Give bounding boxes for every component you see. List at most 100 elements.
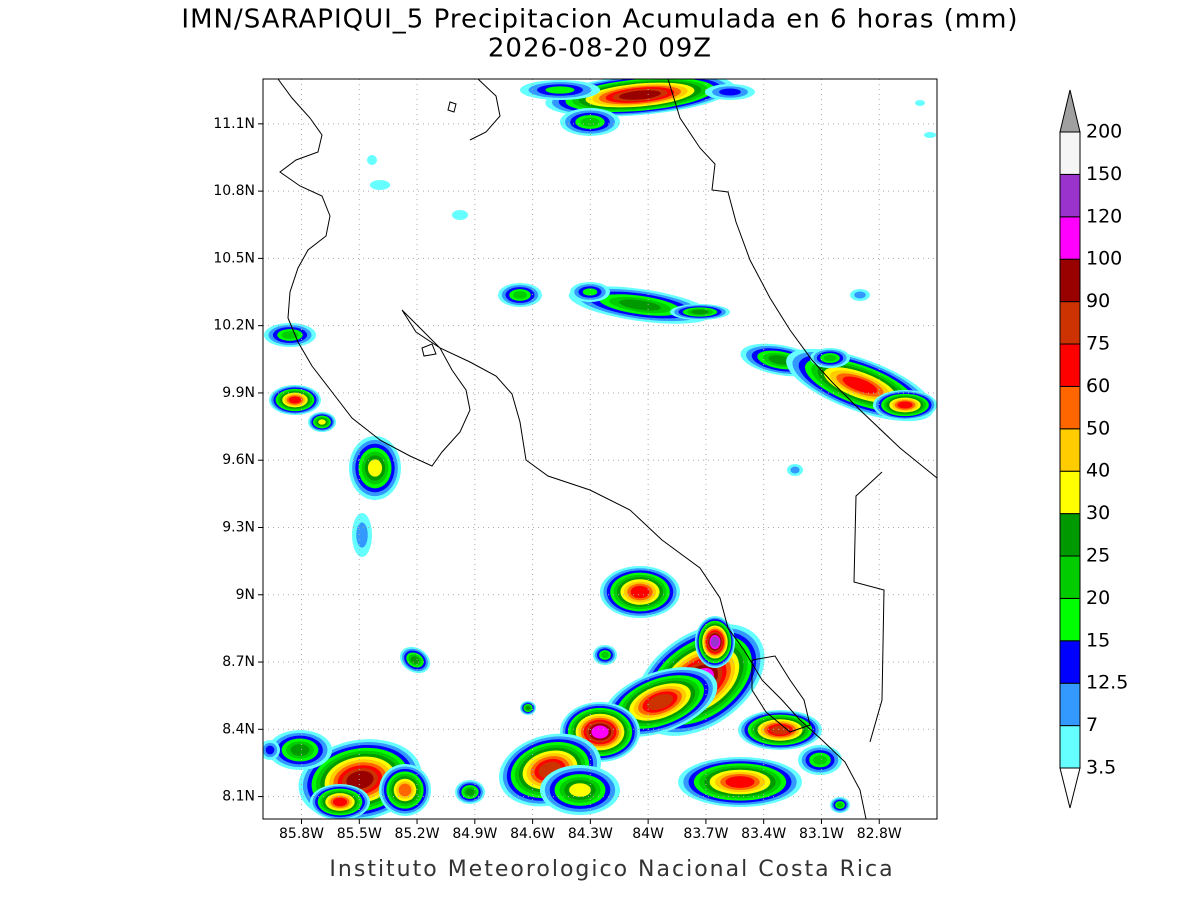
colorbar-box [1059,385,1081,430]
colorbar-label: 25 [1086,545,1110,567]
precip-contour [770,725,790,735]
colorbar-box [1059,682,1081,727]
colorbar-box [1059,131,1081,175]
y-tick-label: 9.3N [222,519,255,535]
x-tick-label: 84.6W [510,826,555,842]
footer: Instituto Meteorologico Nacional Costa R… [329,857,894,882]
y-tick-label: 9.6N [222,452,255,468]
x-tick-label: 83.4W [741,826,786,842]
precip-contour [591,725,609,739]
plot-frame [262,78,938,820]
colorbar-label: 3.5 [1086,757,1116,779]
precip-contour [710,636,720,648]
colorbar-under [1059,767,1081,809]
border [853,471,885,743]
colorbar-label: 90 [1086,290,1110,312]
y-tick-label: 8.4N [222,721,255,737]
axis-labels: 85.8W 85.5W 85.2W 84.9W 84.6W 84.3W 84W 83.7W 83… [213,116,902,842]
coastline [277,79,867,819]
colorbar-label: 100 [1086,248,1122,270]
precip-contour [768,355,792,365]
x-tick-label: 82.8W [857,826,902,842]
precip-contour [346,770,374,790]
precip-contour [288,396,302,404]
colorbar-box [1059,258,1081,303]
x-tick-label: 84.3W [568,826,613,842]
x-tick-label: 84W [632,826,664,842]
colorbar-box [1059,470,1081,515]
grid [263,79,937,819]
title: IMN/SARAPIQUI_5 Precipitacion Acumulada … [181,5,1018,35]
colorbar-box [1059,597,1081,642]
precip-contour [512,291,528,299]
colorbar-label: 12.5 [1086,672,1128,694]
precip-contour [725,776,755,788]
subtitle: 2026-08-20 09Z [488,34,712,64]
precip-contour [545,86,575,94]
precip-contour [582,288,598,296]
colorbar-label: 40 [1086,460,1110,482]
colorbar-box [1059,428,1081,472]
precip-contour [691,309,709,315]
colorbar-label: 120 [1086,205,1122,227]
precip-contour [569,783,591,797]
colorbar-label: 50 [1086,417,1110,439]
x-tick-label: 85.2W [395,826,440,842]
colorbar-box [1059,725,1081,769]
precip-contour [332,797,348,807]
x-tick-label: 85.8W [279,826,324,842]
precip-contour [367,155,377,165]
precip-contour [370,180,390,190]
precip-contour [630,585,650,599]
precip-contour [854,291,866,299]
colorbar-box [1059,343,1081,387]
x-tick-label: 84.9W [452,826,497,842]
precip-contour [812,755,828,765]
colorbar-box [1059,513,1081,557]
colorbar-over [1059,89,1081,133]
precip-contour [646,694,674,710]
precip-contour [410,656,420,664]
colorbar-label: 60 [1086,375,1110,397]
precip-contour [897,401,913,409]
precip-contour [823,354,837,362]
x-tick-label: 85.5W [337,826,382,842]
colorbar-label: 150 [1086,163,1122,185]
coastline [469,79,501,141]
precip-contour [719,88,741,96]
y-tick-label: 10.2N [213,318,255,334]
colorbar-box [1059,555,1081,599]
precip-contour [290,744,310,756]
x-tick-label: 83.1W [799,826,844,842]
precip-contour [915,100,925,106]
precip-contour [580,117,600,127]
precip-contour [356,522,368,548]
precip-contour [836,802,844,808]
colorbar-box [1059,640,1081,684]
precip-contour [452,210,468,220]
precip-contour [619,90,661,100]
colorbar-label: 15 [1086,629,1110,651]
precip-contour [265,745,275,755]
precip-contour [465,788,475,796]
colorbar-label: 20 [1086,587,1110,609]
precip-contour [398,783,412,797]
precip-contour [601,651,609,659]
precip-contour [619,299,661,311]
y-tick-label: 8.1N [222,789,255,805]
colorbar-label: 75 [1086,333,1110,355]
colorbar-label: 200 [1086,121,1122,143]
colorbar-box [1059,216,1081,260]
colorbar-label: 30 [1086,502,1110,524]
precip-contour [525,705,531,711]
border [751,655,811,733]
y-tick-label: 9.9N [222,385,255,401]
precip-contour [790,466,800,474]
colorbar: 3.5 7 12.5 15 20 25 30 40 50 60 75 90 100 120 150 200 [1059,89,1128,809]
coastline [667,79,937,479]
y-tick-label: 11.1N [213,116,255,132]
island [421,101,457,357]
x-tick-label: 83.7W [683,826,728,842]
y-tick-label: 9N [236,587,255,603]
